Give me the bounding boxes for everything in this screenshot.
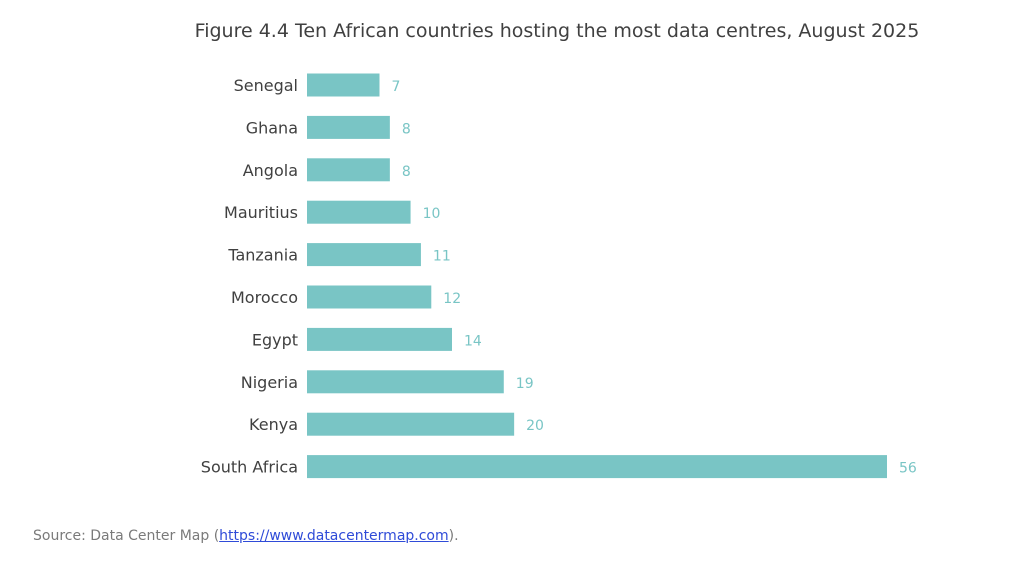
source-link[interactable]: https://www.datacentermap.com — [219, 528, 449, 544]
value-label: 56 — [899, 461, 917, 477]
category-label: Mauritius — [224, 203, 298, 222]
category-label: Ghana — [246, 118, 298, 137]
bars-layer: Senegal 7 Ghana 8 Angola 8 Mauritius 10 Tanzania… — [201, 73, 917, 479]
value-label: 20 — [526, 418, 544, 434]
category-label: Angola — [243, 161, 298, 180]
category-label: Kenya — [249, 415, 298, 434]
value-label: 7 — [392, 79, 401, 95]
category-label: Egypt — [252, 330, 298, 349]
category-label: Senegal — [234, 76, 298, 95]
bar — [307, 243, 421, 267]
bar — [307, 115, 390, 139]
value-label: 10 — [423, 206, 441, 222]
bar — [307, 285, 432, 309]
bar — [307, 370, 504, 394]
value-label: 8 — [402, 164, 411, 180]
category-label: Nigeria — [241, 373, 298, 392]
bar — [307, 412, 515, 436]
bar — [307, 73, 380, 97]
bar — [307, 158, 390, 182]
value-label: 8 — [402, 121, 411, 137]
value-label: 19 — [516, 376, 534, 392]
bar — [307, 327, 452, 351]
category-label: South Africa — [201, 458, 298, 477]
chart-title: Figure 4.4 Ten African countries hosting… — [195, 20, 920, 42]
category-label: Tanzania — [227, 246, 298, 265]
category-label: Morocco — [231, 288, 298, 307]
bar-chart: Figure 4.4 Ten African countries hosting… — [195, 20, 920, 479]
bar — [307, 200, 411, 224]
value-label: 14 — [464, 333, 482, 349]
bar — [307, 455, 887, 479]
value-label: 11 — [433, 249, 451, 265]
source-suffix: ). — [448, 528, 459, 544]
source-note: Source: Data Center Map (https://www.dat… — [33, 528, 459, 544]
value-label: 12 — [443, 291, 461, 307]
source-prefix: Source: Data Center Map ( — [33, 528, 220, 544]
